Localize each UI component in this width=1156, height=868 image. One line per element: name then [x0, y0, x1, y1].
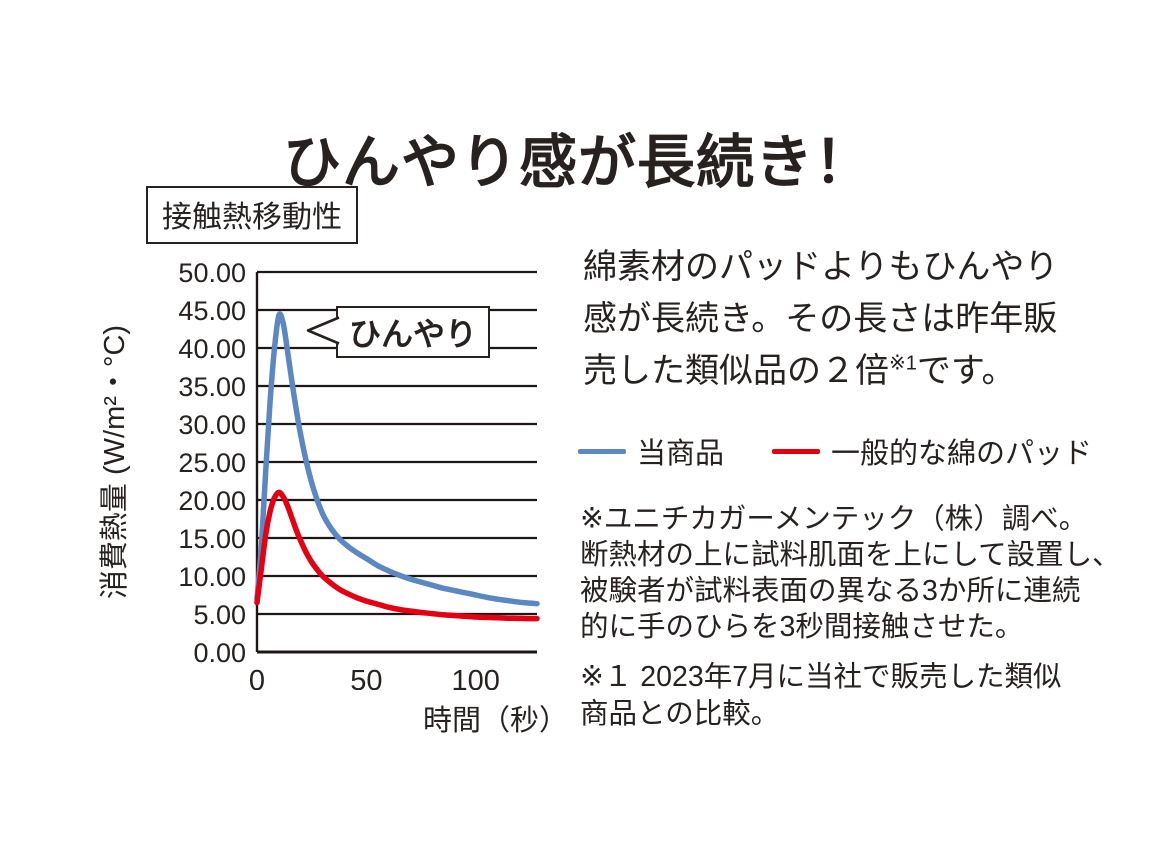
svg-text:35.00: 35.00	[178, 372, 246, 402]
footnote-method-line-4: 的に手のひらを3秒間接触させた。	[580, 611, 1024, 643]
callout-hinyari: ひんやり	[336, 306, 490, 358]
footnote-method-line-2: 断熱材の上に試料肌面を上にして設置し、	[580, 539, 1121, 571]
legend-item-cotton-pad: 一般的な綿のパッド	[772, 430, 1092, 472]
description-paragraph: 綿素材のパッドよりもひんやり 感が長続き。その長さは昨年販 売した類似品の２倍※…	[583, 241, 1058, 397]
svg-text:50: 50	[350, 665, 382, 690]
legend-swatch-red	[772, 448, 821, 454]
svg-text:0.00: 0.00	[193, 638, 246, 668]
description-line-2: 感が長続き。その長さは昨年販	[583, 300, 1058, 338]
svg-text:25.00: 25.00	[178, 448, 246, 478]
svg-text:10.00: 10.00	[178, 562, 246, 592]
svg-text:5.00: 5.00	[193, 600, 246, 630]
chart-legend: 当商品 一般的な綿のパッド	[578, 430, 1092, 472]
x-axis-label: 時間（秒）	[423, 705, 569, 737]
footnote-comparison-line-2: 商品との比較。	[580, 698, 780, 730]
legend-swatch-blue	[578, 448, 626, 454]
callout-arrow-icon	[306, 316, 340, 345]
svg-text:30.00: 30.00	[178, 410, 246, 440]
svg-text:20.00: 20.00	[178, 486, 246, 516]
footnote-ref-1: ※1	[889, 352, 917, 375]
svg-text:50.00: 50.00	[178, 258, 246, 288]
footnote-method-line-1: ※ユニチカガーメンテック（株）調べ。	[580, 503, 1088, 535]
description-line-3: 売した類似品の２倍※1です。	[583, 352, 1016, 390]
line-chart: 50.00 45.00 40.00 35.00 30.00 25.00 20.00 15.00…	[178, 258, 540, 690]
footnote-comparison-line-1: ※１ 2023年7月に当社で販売した類似	[580, 661, 1062, 693]
callout-text: ひんやり	[348, 316, 477, 352]
legend-label-product: 当商品	[637, 438, 725, 470]
svg-text:100: 100	[452, 665, 500, 690]
chart-title-box: 接触熱移動性	[146, 186, 358, 244]
footnote-comparison: ※１ 2023年7月に当社で販売した類似 商品との比較。	[580, 659, 1062, 733]
footnote-method: ※ユニチカガーメンテック（株）調べ。 断熱材の上に試料肌面を上にして設置し、 被…	[580, 501, 1121, 645]
description-line-1: 綿素材のパッドよりもひんやり	[583, 248, 1059, 286]
svg-text:40.00: 40.00	[178, 334, 246, 364]
legend-label-cotton-pad: 一般的な綿のパッド	[831, 438, 1093, 470]
page-title: ひんやり感が長続き！	[282, 129, 873, 195]
svg-text:45.00: 45.00	[178, 296, 246, 326]
svg-text:0: 0	[249, 665, 265, 690]
chart-title-label: 接触熱移動性	[162, 201, 342, 234]
svg-text:15.00: 15.00	[178, 524, 246, 554]
footnote-method-line-3: 被験者が試料表面の異なる3か所に連続	[580, 575, 1081, 607]
legend-item-product: 当商品	[578, 430, 724, 472]
